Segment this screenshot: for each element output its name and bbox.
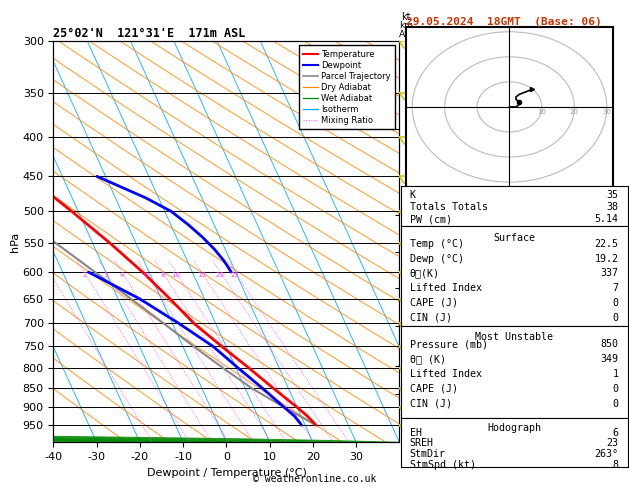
- Text: 337: 337: [601, 268, 619, 278]
- Text: θᴄ(K): θᴄ(K): [409, 268, 440, 278]
- Text: Hodograph: Hodograph: [487, 423, 541, 433]
- Text: 35: 35: [606, 191, 619, 200]
- Text: 0: 0: [613, 298, 619, 308]
- Text: 3: 3: [104, 272, 108, 278]
- Text: 0: 0: [613, 312, 619, 323]
- Text: Dewp (°C): Dewp (°C): [409, 254, 464, 264]
- Text: 25°02'N  121°31'E  171m ASL: 25°02'N 121°31'E 171m ASL: [53, 27, 246, 40]
- Text: 8: 8: [613, 460, 619, 469]
- Text: EH: EH: [409, 428, 422, 437]
- Text: Lifted Index: Lifted Index: [409, 283, 482, 293]
- Text: 1: 1: [613, 369, 619, 379]
- Text: 349: 349: [601, 354, 619, 364]
- Text: LCL: LCL: [403, 420, 418, 429]
- Text: 15: 15: [197, 272, 206, 278]
- Text: 850: 850: [601, 339, 619, 349]
- Text: 0: 0: [613, 399, 619, 409]
- Text: 7: 7: [613, 283, 619, 293]
- Text: 5.14: 5.14: [594, 214, 619, 224]
- Text: Lifted Index: Lifted Index: [409, 369, 482, 379]
- Text: 25: 25: [231, 272, 240, 278]
- Text: Totals Totals: Totals Totals: [409, 202, 487, 212]
- Text: θᴄ (K): θᴄ (K): [409, 354, 446, 364]
- Text: 20: 20: [570, 109, 579, 116]
- Text: © weatheronline.co.uk: © weatheronline.co.uk: [253, 473, 376, 484]
- Text: SREH: SREH: [409, 438, 434, 448]
- Text: CAPE (J): CAPE (J): [409, 298, 458, 308]
- Text: 23: 23: [606, 438, 619, 448]
- Text: kt: kt: [401, 12, 411, 22]
- Text: StmSpd (kt): StmSpd (kt): [409, 460, 476, 469]
- Text: 1: 1: [47, 272, 52, 278]
- Text: 10: 10: [537, 109, 547, 116]
- X-axis label: Dewpoint / Temperature (°C): Dewpoint / Temperature (°C): [147, 468, 306, 478]
- Text: 22.5: 22.5: [594, 239, 619, 249]
- Text: Surface: Surface: [493, 233, 535, 243]
- Text: PW (cm): PW (cm): [409, 214, 452, 224]
- Text: 4: 4: [120, 272, 125, 278]
- Text: Pressure (mb): Pressure (mb): [409, 339, 487, 349]
- Text: 38: 38: [606, 202, 619, 212]
- Text: 263°: 263°: [594, 449, 619, 459]
- Text: Most Unstable: Most Unstable: [475, 332, 554, 342]
- Text: CAPE (J): CAPE (J): [409, 384, 458, 394]
- Text: km
ASL: km ASL: [399, 20, 416, 39]
- Text: K: K: [409, 191, 416, 200]
- Text: StmDir: StmDir: [409, 449, 446, 459]
- Text: 30: 30: [603, 109, 611, 116]
- Legend: Temperature, Dewpoint, Parcel Trajectory, Dry Adiabat, Wet Adiabat, Isotherm, Mi: Temperature, Dewpoint, Parcel Trajectory…: [299, 46, 395, 129]
- Text: 20: 20: [216, 272, 225, 278]
- Text: 2: 2: [82, 272, 87, 278]
- Text: 8: 8: [160, 272, 165, 278]
- Text: 6: 6: [143, 272, 148, 278]
- Y-axis label: hPa: hPa: [10, 232, 20, 252]
- Text: 19.2: 19.2: [594, 254, 619, 264]
- Text: 0: 0: [613, 384, 619, 394]
- Text: CIN (J): CIN (J): [409, 312, 452, 323]
- Text: Temp (°C): Temp (°C): [409, 239, 464, 249]
- Text: 10: 10: [172, 272, 181, 278]
- Text: 6: 6: [613, 428, 619, 437]
- Text: 29.05.2024  18GMT  (Base: 06): 29.05.2024 18GMT (Base: 06): [406, 17, 601, 27]
- Text: CIN (J): CIN (J): [409, 399, 452, 409]
